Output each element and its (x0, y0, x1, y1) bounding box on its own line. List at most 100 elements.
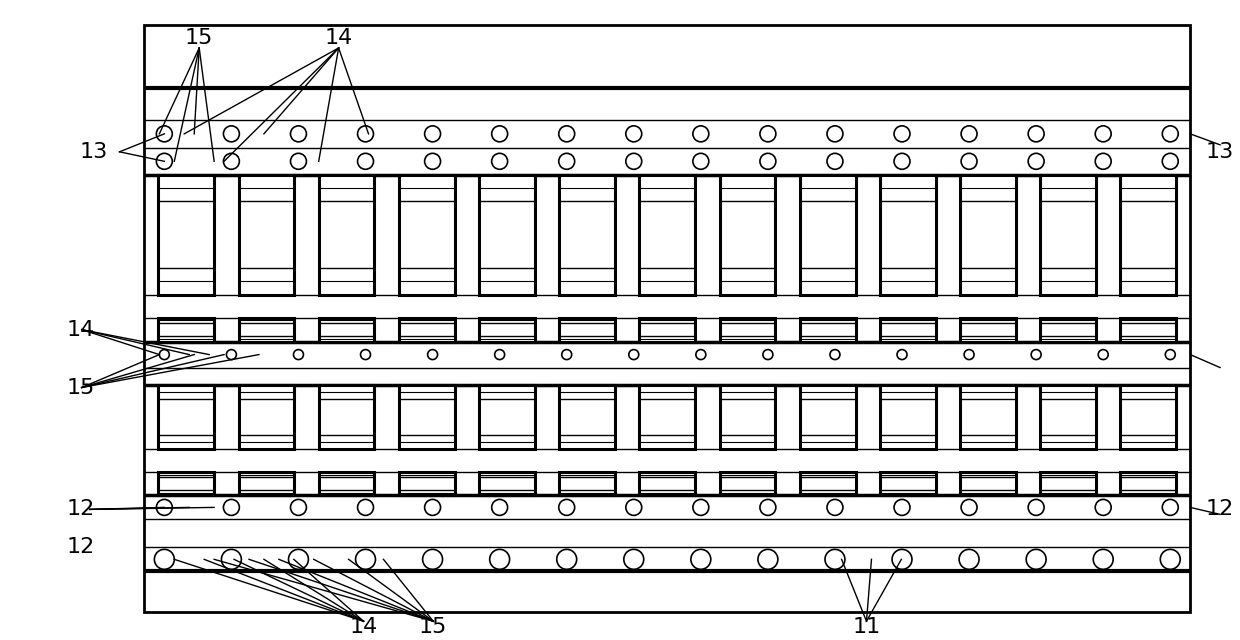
Bar (319, 472, 374, 495)
Bar (800, 472, 856, 477)
Bar (1040, 317, 1096, 342)
Bar (399, 317, 455, 342)
Bar (559, 175, 615, 294)
Bar (1040, 317, 1096, 323)
Bar (399, 385, 455, 449)
Bar (1040, 435, 1096, 449)
Bar (800, 385, 856, 399)
Bar (238, 268, 294, 294)
Bar (559, 317, 615, 342)
Bar (319, 385, 374, 449)
Bar (159, 472, 215, 495)
Bar (159, 175, 215, 294)
Bar (880, 490, 936, 495)
Bar (238, 175, 294, 201)
Bar (1040, 337, 1096, 342)
Bar (960, 435, 1016, 449)
Bar (319, 385, 374, 399)
Bar (1121, 472, 1177, 495)
Bar (159, 317, 215, 323)
Bar (960, 337, 1016, 342)
Bar (159, 385, 215, 449)
Bar (559, 472, 615, 495)
Bar (640, 317, 696, 323)
Bar (399, 385, 455, 399)
Bar (479, 385, 534, 449)
Text: 12: 12 (67, 538, 94, 557)
Bar (319, 175, 374, 201)
Bar (1040, 175, 1096, 294)
Bar (960, 317, 1016, 342)
Bar (238, 385, 294, 449)
Bar (800, 472, 856, 495)
Bar (479, 490, 534, 495)
Bar (640, 435, 696, 449)
Bar (399, 337, 455, 342)
Bar (319, 317, 374, 323)
Bar (1121, 175, 1177, 201)
Bar (960, 385, 1016, 399)
Bar (559, 490, 615, 495)
Bar (399, 175, 455, 201)
Bar (399, 175, 455, 294)
Bar (719, 175, 775, 294)
Bar (159, 385, 215, 399)
Bar (960, 175, 1016, 201)
Bar (479, 317, 534, 323)
Bar (800, 175, 856, 294)
Bar (880, 337, 936, 342)
Bar (238, 317, 294, 342)
Text: 12: 12 (1205, 499, 1234, 520)
Bar (880, 435, 936, 449)
Bar (399, 435, 455, 449)
Bar (319, 435, 374, 449)
Bar (399, 317, 455, 323)
Bar (640, 385, 696, 399)
Bar (960, 472, 1016, 477)
Bar (960, 472, 1016, 495)
Bar (719, 317, 775, 342)
Text: 15: 15 (185, 28, 213, 48)
Bar (960, 317, 1016, 323)
Bar (960, 268, 1016, 294)
Text: 15: 15 (66, 378, 94, 397)
Bar (719, 435, 775, 449)
Bar (479, 472, 534, 495)
Bar (559, 472, 615, 477)
Bar (479, 268, 534, 294)
Bar (880, 317, 936, 323)
Bar (719, 472, 775, 495)
Bar (159, 472, 215, 477)
Bar (880, 175, 936, 294)
Bar (1040, 175, 1096, 201)
Bar (640, 317, 696, 342)
Bar (479, 175, 534, 201)
Text: 11: 11 (852, 617, 880, 637)
Bar (719, 385, 775, 399)
Bar (159, 268, 215, 294)
Bar (880, 317, 936, 342)
Bar (640, 385, 696, 449)
Bar (159, 175, 215, 201)
Bar (719, 317, 775, 323)
Bar (479, 175, 534, 294)
Bar (960, 490, 1016, 495)
Bar (238, 175, 294, 294)
Bar (1040, 472, 1096, 477)
Text: 14: 14 (67, 319, 94, 340)
Bar (880, 175, 936, 201)
Bar (640, 175, 696, 294)
Bar (1040, 490, 1096, 495)
Bar (238, 435, 294, 449)
Bar (1040, 385, 1096, 399)
Bar (399, 472, 455, 477)
Bar (800, 317, 856, 342)
Bar (479, 337, 534, 342)
Bar (880, 472, 936, 477)
Bar (559, 317, 615, 323)
Bar (719, 268, 775, 294)
Bar (238, 490, 294, 495)
Bar (479, 435, 534, 449)
Bar (399, 472, 455, 495)
Bar (319, 175, 374, 294)
